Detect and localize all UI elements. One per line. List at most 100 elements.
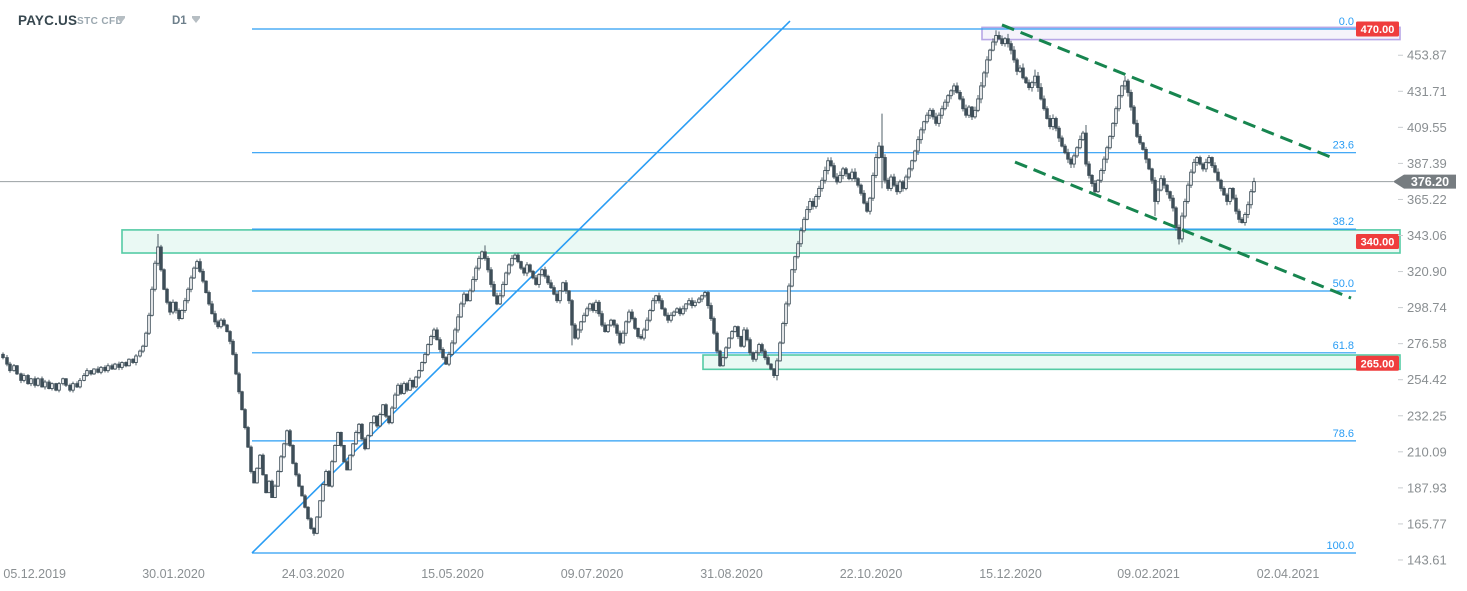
candle <box>273 485 277 498</box>
candle <box>769 363 773 370</box>
candle <box>390 407 394 424</box>
candle <box>68 384 72 391</box>
candle <box>375 415 379 427</box>
candle <box>183 300 187 311</box>
candle <box>282 443 286 458</box>
candle <box>1102 158 1106 171</box>
candle <box>420 362 424 372</box>
candle <box>982 72 986 87</box>
candle <box>808 200 812 211</box>
candle <box>249 446 253 472</box>
candle <box>940 108 944 116</box>
candle <box>453 329 457 344</box>
candle <box>321 484 325 502</box>
candle <box>549 282 553 289</box>
candle <box>5 357 9 365</box>
candle <box>531 270 535 279</box>
symbol-label: PAYC.US <box>18 13 78 28</box>
candle <box>330 461 334 487</box>
candle <box>156 246 160 264</box>
candle <box>1174 207 1178 228</box>
candle <box>567 290 571 302</box>
candle <box>937 114 941 124</box>
candle <box>919 129 923 141</box>
candle <box>967 106 971 116</box>
candle <box>192 267 196 279</box>
candle <box>411 379 415 388</box>
instrument-dropdown-icon[interactable] <box>117 16 125 23</box>
candle <box>501 283 505 297</box>
channel-dashed-line-1[interactable] <box>1001 23 1334 160</box>
candle <box>22 375 26 381</box>
candle <box>1021 67 1025 79</box>
instrument-type-label: STC CFD <box>77 16 124 27</box>
candle <box>955 85 959 93</box>
candle <box>889 176 893 189</box>
candle <box>519 261 523 269</box>
candle <box>405 383 409 391</box>
candle <box>474 267 478 280</box>
price-axis-label: 343.06 <box>1407 228 1447 243</box>
candle <box>690 300 694 307</box>
candle <box>1213 165 1217 173</box>
candle <box>826 160 830 171</box>
candle <box>561 282 565 292</box>
channel-dashed-line-2[interactable] <box>1014 160 1352 300</box>
candle <box>877 145 881 158</box>
candle <box>414 376 418 388</box>
candle <box>880 145 884 158</box>
candle <box>718 350 722 367</box>
candle <box>1180 215 1184 240</box>
candle <box>1138 135 1142 144</box>
candle <box>357 423 361 433</box>
candle <box>19 373 23 381</box>
candle <box>61 378 65 385</box>
candle <box>234 353 238 375</box>
candle <box>89 370 93 375</box>
candle <box>285 430 289 445</box>
candle <box>144 332 148 347</box>
candle <box>721 357 725 367</box>
price-axis-label: 232.25 <box>1407 408 1447 423</box>
candle <box>730 331 734 339</box>
date-axis-label: 24.03.2020 <box>282 567 345 581</box>
price-axis-label: 409.55 <box>1407 120 1447 135</box>
candle <box>138 350 142 357</box>
candle <box>444 357 448 365</box>
candle <box>1072 155 1076 165</box>
candle <box>883 157 887 181</box>
candle <box>1144 148 1148 160</box>
candle <box>648 309 652 321</box>
candle <box>189 277 193 290</box>
candle <box>1117 95 1121 110</box>
candle <box>573 324 577 339</box>
candle <box>1090 174 1094 184</box>
candle <box>348 454 352 471</box>
candle <box>315 516 319 534</box>
candle <box>261 454 265 476</box>
candle <box>1084 132 1088 165</box>
candle <box>1210 157 1214 167</box>
candle <box>597 301 601 315</box>
price-alert-badge <box>1356 233 1399 249</box>
candle <box>1171 197 1175 209</box>
timeframe-dropdown-icon[interactable] <box>192 16 200 23</box>
candle <box>372 415 376 424</box>
timeframe-selector[interactable]: D1 <box>172 15 187 27</box>
candle <box>324 471 328 485</box>
trend-line-up[interactable] <box>251 20 791 554</box>
candle <box>576 329 580 339</box>
candle <box>736 326 740 337</box>
candle <box>471 279 475 292</box>
candle <box>934 116 938 124</box>
candle <box>1249 191 1253 206</box>
candle <box>26 375 30 385</box>
candle <box>991 41 995 51</box>
candle <box>892 176 896 186</box>
candle <box>110 365 114 370</box>
candle <box>75 383 79 388</box>
fib-label-0.0: 0.0 <box>1339 16 1354 28</box>
candle <box>459 303 463 318</box>
candle <box>333 445 337 463</box>
